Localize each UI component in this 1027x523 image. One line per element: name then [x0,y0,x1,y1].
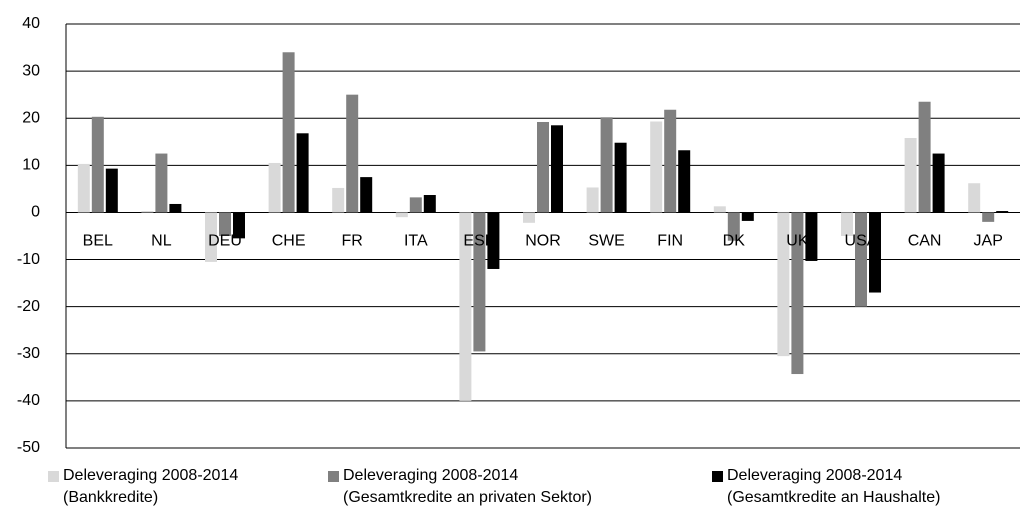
bar [614,142,627,213]
x-tick-label: DK [723,233,746,250]
bar [600,117,613,213]
bar [777,212,790,357]
bar [332,187,345,213]
y-tick-label: 40 [22,15,40,32]
legend-label: Deleveraging 2008-2014 (Gesamtkredite an… [727,467,941,506]
x-tick-label: SWE [588,233,624,250]
bar [805,212,818,261]
bar [678,150,691,213]
bar [105,168,118,213]
bar [791,212,804,375]
bar [205,212,217,262]
bar [459,212,472,401]
x-tick-label: FR [342,233,363,250]
bar [918,101,931,213]
legend-swatch [328,471,339,482]
bar [282,52,295,213]
legend-swatch [712,471,723,482]
y-tick-label: 20 [22,109,40,126]
bar [855,212,867,307]
bar [91,116,104,213]
bar [523,212,535,223]
y-tick-label: -40 [17,392,40,409]
x-tick-label: BEL [83,233,113,250]
bar [141,211,154,213]
x-tick-label: ITA [404,233,428,250]
bar [551,125,563,213]
bar [409,197,422,213]
bar [869,212,881,293]
y-tick-label: -10 [17,251,40,268]
bar [487,212,500,269]
x-tick-label: JAP [974,233,1003,250]
y-tick-label: -20 [17,298,40,315]
bar [346,94,359,213]
bar [395,212,408,218]
bar [932,153,945,213]
y-tick-label: 10 [22,157,40,174]
bar [296,133,309,213]
bar [360,177,373,213]
bar [727,212,740,241]
bar [155,153,168,213]
bar [841,212,853,236]
x-tick-label: DEU [208,233,242,250]
bar [664,109,677,213]
x-tick-label: NL [151,233,172,250]
bar [968,183,981,213]
legend-label: Deleveraging 2008-2014 (Bankkredite) [63,467,239,506]
x-tick-label: NOR [525,233,561,250]
y-tick-label: -30 [17,345,40,362]
x-tick-label: FIN [657,233,683,250]
x-tick-label: USA [845,233,878,250]
bar [996,211,1009,213]
x-tick-label: CAN [908,233,942,250]
bar [219,212,231,236]
bar [537,121,549,213]
bar [77,163,90,213]
bar [982,212,995,222]
bar [473,212,486,352]
x-tick-label: CHE [272,233,306,250]
bar [741,212,754,221]
y-tick-label: 0 [31,204,40,221]
legend-swatch [48,471,59,482]
y-tick-label: 30 [22,62,40,79]
y-tick-label: -50 [17,439,40,456]
bar [423,195,436,213]
bar [233,212,245,239]
x-tick-label: UK [786,233,809,250]
bar [713,206,726,213]
bar [268,162,281,213]
bar [169,203,182,213]
legend-label: Deleveraging 2008-2014 (Gesamtkredite an… [343,467,592,506]
bar [650,121,663,213]
bar [904,138,917,213]
x-tick-label: ESP [463,233,495,250]
bar [586,187,599,213]
